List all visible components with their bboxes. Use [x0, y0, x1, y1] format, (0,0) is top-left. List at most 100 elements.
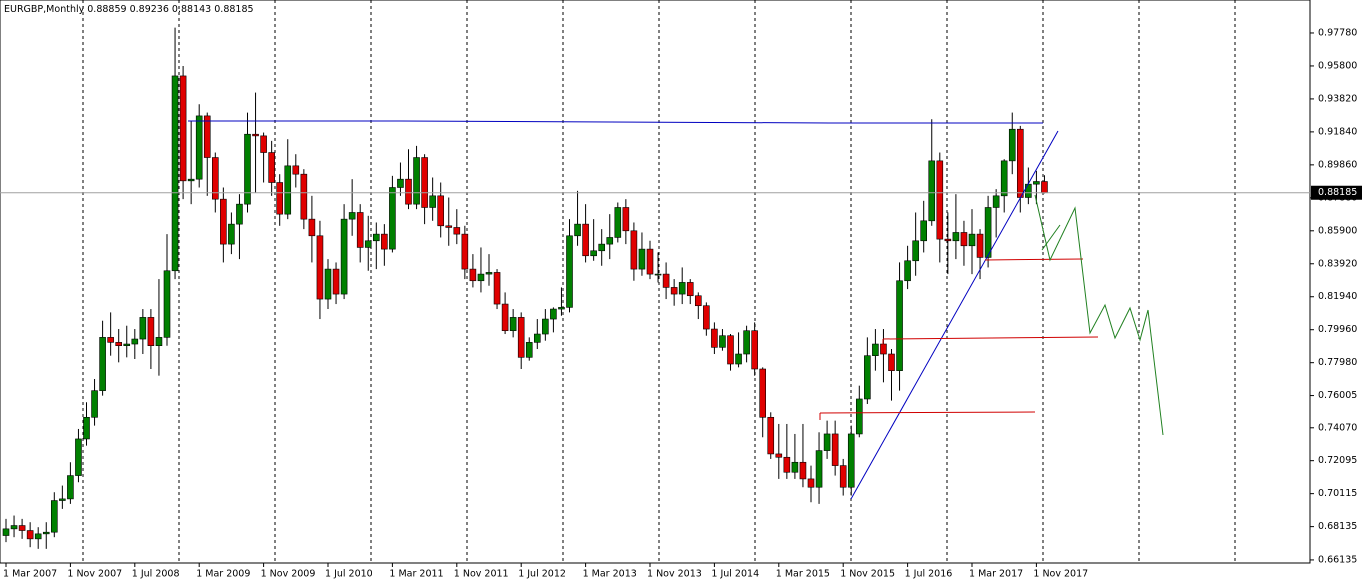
candle-body	[517, 317, 525, 358]
candle-body	[147, 317, 155, 346]
y-tick-label: 0.89860	[1318, 159, 1357, 170]
candle-body	[630, 230, 638, 270]
candle-body	[662, 273, 670, 288]
candle-body	[187, 178, 195, 182]
candle-body	[59, 498, 66, 501]
candle-body	[775, 453, 783, 458]
candle-body	[421, 157, 428, 208]
low: 0.88143	[172, 4, 211, 15]
candle-body	[348, 212, 356, 220]
drawing-objects	[188, 120, 1164, 500]
support-line	[882, 336, 1099, 340]
candle-body	[558, 307, 565, 310]
candle-body	[646, 248, 654, 275]
candle-body	[67, 475, 74, 500]
x-tick-label: 1 Nov 2009	[261, 569, 316, 580]
candle-body	[807, 478, 815, 488]
candle-body	[855, 398, 863, 435]
candle-body	[477, 273, 485, 282]
candle-body	[694, 295, 702, 307]
candle-body	[292, 165, 300, 175]
y-tick-label: 0.70115	[1318, 488, 1357, 499]
y-axis: 0.977800.958000.938200.918400.898600.878…	[3, 27, 1362, 580]
candle-body	[984, 207, 992, 258]
candle-body	[340, 218, 348, 295]
candle-body	[429, 195, 436, 208]
price-label: 0.88185	[1318, 187, 1357, 198]
y-tick-label: 0.66135	[1318, 554, 1357, 565]
candle-body	[437, 195, 445, 227]
candle-body	[928, 160, 936, 222]
trend-line	[850, 130, 1059, 500]
y-tick-label: 0.93820	[1318, 93, 1357, 104]
candle-body	[509, 317, 517, 332]
x-tick-label: 1 Jul 2010	[325, 569, 373, 580]
candle-body	[823, 433, 831, 451]
candle-body	[847, 433, 855, 488]
x-tick-label: 1 Mar 2009	[196, 569, 250, 580]
candle-body	[703, 305, 710, 330]
candle-body	[195, 115, 203, 180]
candle-body	[461, 233, 469, 270]
candle-body	[91, 390, 98, 418]
candle-body	[18, 525, 26, 531]
candles	[0, 27, 1310, 549]
candle-body	[244, 133, 251, 205]
candle-body	[678, 282, 686, 295]
x-tick-label: 1 Mar 2007	[3, 569, 57, 580]
candle-body	[944, 238, 952, 242]
y-tick-label: 0.72095	[1318, 455, 1357, 466]
candle-body	[686, 282, 694, 297]
candle-body	[759, 368, 767, 418]
candle-body	[839, 465, 847, 488]
x-tick-label: 1 Mar 2011	[389, 569, 443, 580]
candle-body	[212, 157, 219, 200]
candle-body	[968, 233, 976, 247]
candle-body	[638, 248, 646, 270]
candle-body	[381, 233, 388, 250]
candle-body	[896, 280, 903, 371]
candle-body	[767, 416, 775, 455]
x-tick-label: 1 Mar 2015	[776, 569, 830, 580]
candle-body	[413, 157, 420, 205]
candle-body	[542, 318, 549, 335]
y-tick-label: 0.68135	[1318, 521, 1357, 532]
x-tick-label: 1 Jul 2012	[518, 569, 566, 580]
candle-body	[485, 272, 493, 275]
candle-body	[912, 240, 919, 262]
candle-body	[155, 337, 163, 346]
candle-body	[228, 223, 235, 245]
candle-body	[252, 133, 259, 137]
candle-body	[711, 328, 718, 348]
candle-body	[670, 287, 678, 295]
candle-body	[236, 203, 243, 225]
y-tick-label: 0.95800	[1318, 60, 1357, 71]
candle-body	[976, 233, 984, 258]
candle-body	[799, 461, 807, 480]
y-tick-label: 0.81940	[1318, 291, 1357, 302]
candle-body	[364, 240, 372, 248]
candle-body	[727, 335, 734, 365]
candle-body	[566, 235, 573, 308]
y-tick-label: 0.76005	[1318, 390, 1357, 401]
candle-body	[831, 433, 839, 466]
candle-body	[397, 178, 404, 188]
candle-body	[107, 337, 114, 343]
price-label-box	[1311, 185, 1362, 200]
candle-body	[389, 187, 396, 250]
y-tick-label: 0.91840	[1318, 126, 1357, 137]
candle-body	[308, 218, 316, 237]
x-tick-label: 1 Jul 2014	[711, 569, 759, 580]
candle-body	[83, 416, 90, 440]
y-tick-label: 0.74070	[1318, 422, 1357, 433]
candle-body	[332, 268, 340, 295]
x-tick-label: 1 Jul 2008	[132, 569, 180, 580]
candle-body	[405, 178, 412, 205]
x-tick-label: 1 Mar 2017	[969, 569, 1023, 580]
candle-body	[268, 152, 275, 183]
x-tick-label: 1 Nov 2007	[67, 569, 122, 580]
candle-body	[453, 227, 461, 235]
candle-body	[606, 237, 614, 245]
candle-body	[50, 500, 58, 533]
candle-body	[26, 530, 34, 540]
